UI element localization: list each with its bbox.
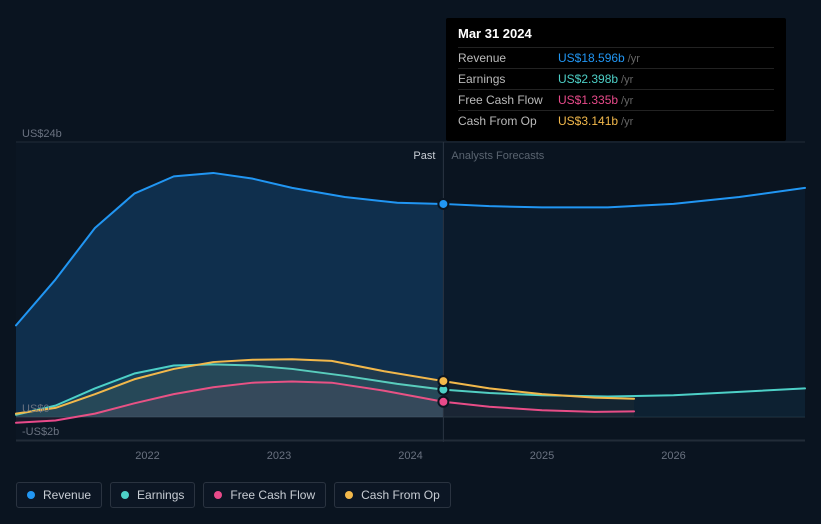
tooltip-metric-value: US$1.335b <box>558 93 618 107</box>
tooltip-metric-unit: /yr <box>628 53 640 65</box>
legend-dot-icon <box>121 491 129 499</box>
chart-tooltip: Mar 31 2024 RevenueUS$18.596b/yrEarnings… <box>446 18 786 141</box>
tooltip-row: RevenueUS$18.596b/yr <box>458 47 774 68</box>
tooltip-metric-value: US$2.398b <box>558 72 618 86</box>
y-axis-tick-label: US$24b <box>22 128 62 140</box>
tooltip-metric-unit: /yr <box>621 95 633 107</box>
legend-label: Free Cash Flow <box>230 488 315 502</box>
legend-item[interactable]: Free Cash Flow <box>203 482 326 508</box>
x-axis-tick-label: 2022 <box>135 450 159 462</box>
tooltip-metric-label: Revenue <box>458 51 558 65</box>
tooltip-metric-unit: /yr <box>621 116 633 128</box>
legend-label: Earnings <box>137 488 184 502</box>
tooltip-metric-value: US$18.596b <box>558 51 625 65</box>
tooltip-metric-unit: /yr <box>621 74 633 86</box>
x-axis-tick-label: 2024 <box>398 450 422 462</box>
y-axis-tick-label: -US$2b <box>22 426 59 438</box>
chart-legend: Revenue Earnings Free Cash Flow Cash From O… <box>16 482 451 508</box>
x-axis-tick-label: 2025 <box>530 450 554 462</box>
legend-dot-icon <box>27 491 35 499</box>
legend-item[interactable]: Earnings <box>110 482 195 508</box>
tooltip-row: Cash From OpUS$3.141b/yr <box>458 110 774 131</box>
tooltip-metric-label: Earnings <box>458 72 558 86</box>
past-section-label: Past <box>413 150 435 162</box>
legend-item[interactable]: Revenue <box>16 482 102 508</box>
legend-label: Cash From Op <box>361 488 440 502</box>
legend-dot-icon <box>214 491 222 499</box>
legend-label: Revenue <box>43 488 91 502</box>
x-axis-tick-label: 2026 <box>661 450 685 462</box>
financials-chart: Mar 31 2024 RevenueUS$18.596b/yrEarnings… <box>0 0 821 524</box>
x-axis-tick-label: 2023 <box>267 450 291 462</box>
y-axis-tick-label: US$0 <box>22 403 50 415</box>
tooltip-metric-label: Cash From Op <box>458 114 558 128</box>
tooltip-date: Mar 31 2024 <box>458 26 774 47</box>
tooltip-row: Free Cash FlowUS$1.335b/yr <box>458 89 774 110</box>
tooltip-metric-value: US$3.141b <box>558 114 618 128</box>
legend-item[interactable]: Cash From Op <box>334 482 451 508</box>
forecast-section-label: Analysts Forecasts <box>451 150 544 162</box>
legend-dot-icon <box>345 491 353 499</box>
tooltip-row: EarningsUS$2.398b/yr <box>458 68 774 89</box>
tooltip-metric-label: Free Cash Flow <box>458 93 558 107</box>
